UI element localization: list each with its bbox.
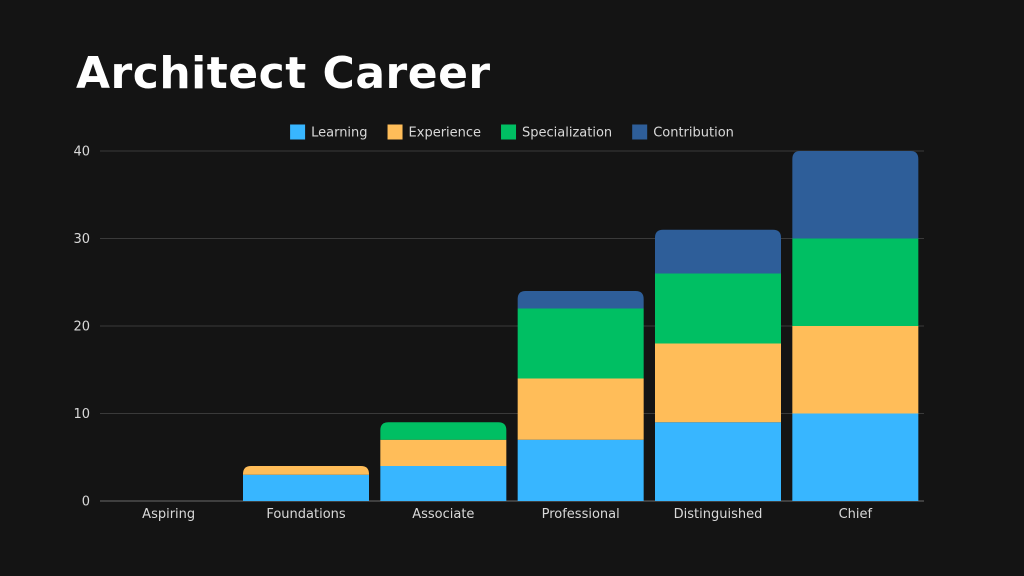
bar-group bbox=[243, 466, 369, 501]
legend-label: Specialization bbox=[522, 126, 612, 141]
bar-segment bbox=[655, 422, 781, 501]
y-tick-label: 10 bbox=[73, 407, 90, 422]
legend-item: Contribution bbox=[632, 124, 734, 141]
x-tick-label: Chief bbox=[839, 507, 873, 522]
x-tick-label: Distinguished bbox=[674, 507, 763, 522]
bar-segment bbox=[517, 378, 644, 440]
legend-item: Learning bbox=[290, 124, 368, 141]
legend-item: Specialization bbox=[501, 124, 612, 141]
x-tick-label: Professional bbox=[542, 507, 620, 522]
bar-segment bbox=[517, 291, 644, 309]
bar-segment bbox=[792, 151, 919, 239]
bar-segment bbox=[517, 308, 644, 379]
bar-segment bbox=[655, 273, 781, 344]
bar-group bbox=[517, 291, 644, 501]
bar-segment bbox=[380, 466, 507, 501]
x-tick-label: Aspiring bbox=[142, 507, 195, 522]
bar-segment bbox=[792, 238, 919, 326]
x-axis: Aspiring Foundations Associate Professional… bbox=[142, 507, 872, 522]
legend-label: Learning bbox=[311, 126, 367, 141]
bar-group bbox=[655, 229, 781, 501]
y-tick-label: 30 bbox=[73, 232, 90, 247]
legend: Learning Experience Specialization Contribu… bbox=[290, 124, 734, 141]
legend-swatch bbox=[632, 124, 648, 140]
bar-segment bbox=[243, 474, 369, 501]
bar-segment bbox=[792, 326, 919, 414]
legend-item: Experience bbox=[387, 124, 482, 141]
y-tick-label: 40 bbox=[73, 145, 90, 160]
bar-segment bbox=[792, 413, 919, 501]
bar-segment bbox=[655, 343, 781, 423]
bar-segment bbox=[380, 439, 507, 466]
bar-segment bbox=[517, 439, 644, 501]
page-title: Architect Career bbox=[76, 48, 491, 99]
legend-swatch bbox=[290, 124, 306, 140]
y-axis: 0 10 20 30 40 bbox=[73, 145, 90, 510]
y-tick-label: 0 bbox=[82, 495, 90, 510]
bar-group bbox=[380, 422, 507, 501]
bar-segment bbox=[380, 422, 507, 440]
grid-lines bbox=[100, 150, 924, 502]
bar-group bbox=[792, 151, 919, 501]
y-tick-label: 20 bbox=[73, 320, 90, 335]
legend-swatch bbox=[387, 124, 403, 140]
legend-swatch bbox=[501, 124, 517, 140]
bars bbox=[243, 151, 919, 501]
bar-segment bbox=[243, 466, 369, 475]
x-tick-label: Foundations bbox=[266, 507, 346, 522]
x-tick-label: Associate bbox=[412, 507, 474, 522]
bar-segment bbox=[655, 229, 781, 274]
legend-label: Contribution bbox=[653, 126, 734, 141]
legend-label: Experience bbox=[409, 126, 482, 141]
